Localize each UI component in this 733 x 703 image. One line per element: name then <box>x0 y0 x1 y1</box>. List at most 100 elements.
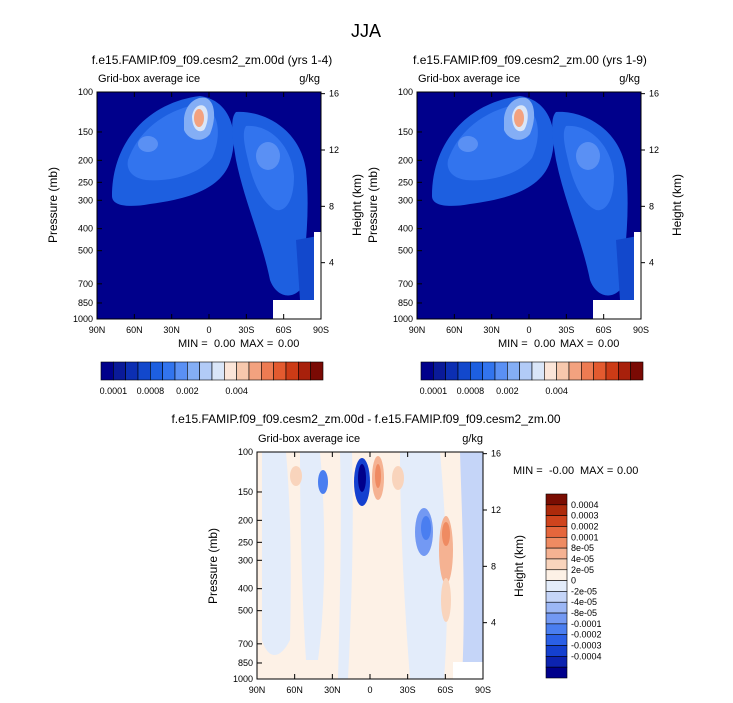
panel-2-max-value: 0.00 <box>598 338 619 350</box>
panel-3-colorbar-label: 0 <box>571 576 576 586</box>
panel-1-colorbar-swatch <box>187 361 200 381</box>
panel-1-colorbar-swatch <box>125 361 139 381</box>
panel-3-x-tick-label: 30N <box>324 685 341 695</box>
panel-2-colorbar-swatch <box>630 361 644 381</box>
panel-1-units: g/kg <box>299 73 320 85</box>
panel-1-max-value: 0.00 <box>278 338 299 350</box>
panel-2-y-tick-label: 200 <box>398 155 413 165</box>
panel-3-colorbar-swatch <box>545 504 568 516</box>
panel-3-y-tick-label: 150 <box>238 487 253 497</box>
panel-3-ylabel: Pressure (mb) <box>206 528 220 604</box>
panel-1-axis-ticks: 90N 60N 30N 0 30S 60S 90S 100 150 200 250 300 400 500… <box>73 87 339 335</box>
panel-2-ylabel: Pressure (mb) <box>366 167 380 243</box>
panel-1-colorbar-swatch <box>236 361 250 381</box>
panel-3-colorbar-swatch <box>545 580 568 592</box>
panel-1-x-tick-label: 60N <box>126 325 143 335</box>
panel-2-x-tick-label: 30N <box>483 325 500 335</box>
panel-1-max-label: MAX = <box>240 338 273 350</box>
panel-3-colorbar-swatch <box>545 569 568 581</box>
panel-2-y-tick-label: 400 <box>398 224 413 234</box>
panel-3-y-tick-label: 700 <box>238 639 253 649</box>
panel-1-colorbar-swatch <box>174 361 188 381</box>
panel-2-y-tick-label: 150 <box>398 127 413 137</box>
panel-3-neg-anomaly-4 <box>421 516 431 540</box>
panel-3-colorbar-swatch <box>545 493 568 506</box>
panel-3-y-tick-label: 400 <box>238 584 253 594</box>
panel-2-colorbar-swatch <box>556 361 570 381</box>
panel-3-units: g/kg <box>462 433 483 445</box>
panel-1-y-tick-label: 100 <box>78 87 93 97</box>
panel-1-y-right-tick-label: 4 <box>329 258 334 268</box>
panel-2-colorbar-swatch <box>605 361 619 381</box>
panel-2-sh-ice-core <box>576 142 600 170</box>
panel-3-colorbar-label: 0.0001 <box>571 532 599 542</box>
panel-2-missing-data <box>593 300 641 319</box>
panel-2-field-label: Grid-box average ice <box>418 73 520 85</box>
panel-1-y-tick-label: 1000 <box>73 314 93 324</box>
panel-1-min-label: MIN = <box>178 338 208 350</box>
panel-1-x-tick-label: 60S <box>276 325 292 335</box>
panel-1-x-tick-label: 90N <box>89 325 106 335</box>
panel-3-ylabel-right: Height (km) <box>512 535 526 597</box>
panel-2-colorbar-swatch <box>581 361 594 381</box>
panel-3-y-tick-label: 250 <box>238 537 253 547</box>
panel-3-x-tick-label: 60S <box>437 685 453 695</box>
panel-3-pos-anomaly-4 <box>392 466 404 490</box>
panel-3-diff-band-neg-5 <box>460 452 483 679</box>
panel-3-field-blobs <box>262 452 483 679</box>
panel-1-colorbar-swatch <box>162 361 176 381</box>
panel-2-ylabel-right: Height (km) <box>670 174 684 236</box>
panel-2-x-tick-label: 60S <box>596 325 612 335</box>
panel-2-colorbar-swatch <box>457 361 471 381</box>
panel-1-colorbar-swatch <box>261 361 274 381</box>
panel-2-colorbar-label: 0.0001 <box>420 386 448 396</box>
panel-1-min-value: 0.00 <box>214 338 235 350</box>
panel-3-colorbar-swatch <box>545 666 568 679</box>
panel-1-nh-ice-patch <box>138 136 158 152</box>
panel-2-y-tick-label: 250 <box>398 177 413 187</box>
panel-2-field-blobs <box>432 96 638 300</box>
panel-2-nh-ice-patch <box>458 136 478 152</box>
panel-1-y-tick-label: 700 <box>78 279 93 289</box>
panel-1-y-tick-label: 200 <box>78 155 93 165</box>
panel-2-colorbar-swatch <box>470 361 483 381</box>
panel-2-tropical-max <box>514 109 524 127</box>
panel-2-colorbar-swatch <box>618 361 631 381</box>
panel-3-colorbar-label: 0.0003 <box>571 511 599 521</box>
panel-2-y-right-tick-label: 4 <box>649 258 654 268</box>
panel-3-colorbar-swatch <box>545 656 568 668</box>
panel-1-title: f.e15.FAMIP.f09_f09.cesm2_zm.00d (yrs 1-… <box>92 53 333 67</box>
panel-3-x-tick-label: 60N <box>286 685 303 695</box>
panel-2-colorbar-label: 0.004 <box>545 386 568 396</box>
panel-3-colorbar-label: -8e-05 <box>571 608 597 618</box>
panel-1-colorbar-label: 0.004 <box>225 386 248 396</box>
panel-1-colorbar-swatch <box>150 361 163 381</box>
panel-3-neg-anomaly-inner <box>358 464 366 492</box>
panel-2-x-tick-label: 60N <box>446 325 463 335</box>
panel-1-x-tick-label: 0 <box>206 325 211 335</box>
panel-2-y-right-tick-label: 16 <box>649 89 659 99</box>
panel-2-axis-ticks: 90N 60N 30N 0 30S 60S 90S 100 150 200 250 300 400 500… <box>393 87 659 335</box>
panel-2-colorbar-swatch <box>519 361 533 381</box>
panel-3-pos-anomaly-2-core <box>442 522 450 546</box>
panel-1-colorbar-swatch <box>285 361 299 381</box>
panel-3-max-label: MAX = <box>580 465 613 477</box>
panel-2-colorbar-swatch <box>433 361 446 381</box>
panel-1-y-right-tick-label: 8 <box>329 201 334 211</box>
panel-3-title: f.e15.FAMIP.f09_f09.cesm2_zm.00d - f.e15… <box>171 412 560 426</box>
panel-2-colorbar-swatch <box>445 361 459 381</box>
panel-1-colorbar-label: 0.0001 <box>100 386 128 396</box>
panel-2-y-tick-label: 300 <box>398 195 413 205</box>
panel-2-colorbar: 0.0001 0.0008 0.002 0.004 <box>420 361 644 396</box>
panel-2-x-tick-label: 90S <box>633 325 649 335</box>
panel-2-x-tick-label: 30S <box>558 325 574 335</box>
panel-3-x-tick-label: 90N <box>249 685 266 695</box>
panel-3-colorbar-label: 4e-05 <box>571 554 594 564</box>
panel-3-diff-band-neg-1 <box>262 452 291 655</box>
panel-2-y-tick-label: 500 <box>398 246 413 256</box>
panel-2-y-tick-label: 700 <box>398 279 413 289</box>
panel-2-y-tick-label: 1000 <box>393 314 413 324</box>
panel-1-ylabel-right: Height (km) <box>350 174 364 236</box>
panel-2-y-tick-label: 850 <box>398 298 413 308</box>
panel-3-diff-band-neg-2 <box>300 452 325 660</box>
